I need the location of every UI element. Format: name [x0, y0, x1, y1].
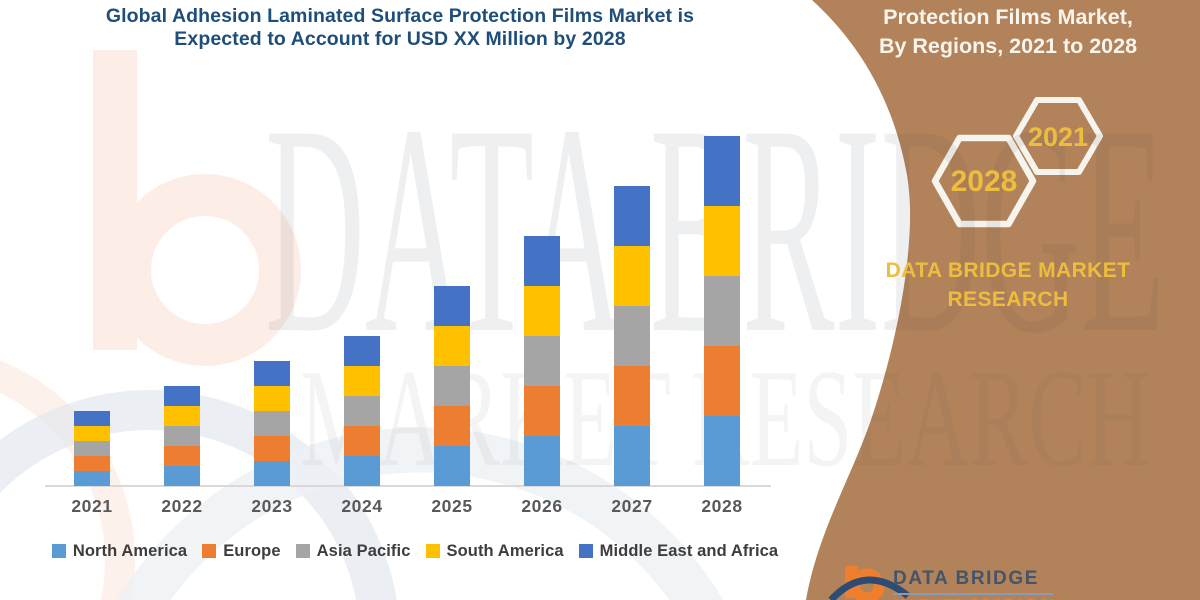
bar-2024-segment-south-america: [344, 366, 380, 396]
bar-2025-segment-south-america: [434, 326, 470, 366]
legend-swatch-icon: [51, 544, 66, 558]
bar-2026-segment-asia-pacific: [524, 336, 560, 386]
legend-label: Asia Pacific: [316, 541, 411, 560]
bar-2022: [164, 386, 200, 486]
bar-2027-segment-south-america: [614, 246, 650, 306]
legend-label: Middle East and Africa: [599, 541, 779, 560]
footer-brand-subname: MARKET RESEARCH: [894, 596, 1064, 600]
bar-2021: [74, 411, 110, 486]
bar-2022-segment-asia-pacific: [164, 426, 200, 446]
bar-2028-segment-south-america: [704, 206, 740, 276]
side-panel-heading-line2: By Regions, 2021 to 2028: [878, 33, 1138, 58]
legend-item-south-america: South America: [425, 541, 564, 561]
page-title-line1: Global Adhesion Laminated Surface Protec…: [105, 5, 695, 27]
bar-2027-segment-asia-pacific: [614, 306, 650, 366]
hexagon-2028-label: 2028: [950, 165, 1018, 198]
bar-2022-segment-north-america: [164, 466, 200, 486]
bar-2028-segment-asia-pacific: [704, 276, 740, 346]
bar-2025-segment-north-america: [434, 446, 470, 486]
bar-2024: [344, 336, 380, 486]
bar-2021-segment-middle-east-and-africa: [74, 411, 110, 426]
side-panel-heading-line1: Protection Films Market,: [883, 5, 1133, 29]
brand-text-line1: DATA BRIDGE MARKET: [885, 259, 1131, 282]
bar-2023-segment-north-america: [254, 461, 290, 486]
bar-2027-segment-middle-east-and-africa: [614, 186, 650, 246]
bar-2026-segment-north-america: [524, 436, 560, 486]
footer-brand-name: DATA BRIDGE: [893, 568, 1053, 595]
bar-2028-segment-north-america: [704, 416, 740, 486]
legend-item-middle-east-and-africa: Middle East and Africa: [578, 541, 779, 561]
bar-2026-segment-middle-east-and-africa: [524, 236, 560, 286]
bar-2022-segment-europe: [164, 446, 200, 466]
bar-2024-segment-north-america: [344, 456, 380, 486]
bar-2022-segment-middle-east-and-africa: [164, 386, 200, 406]
bar-2025-segment-middle-east-and-africa: [434, 286, 470, 326]
watermark-b-logo-bowl-icon: [109, 174, 301, 366]
legend-swatch-icon: [295, 544, 310, 558]
brand-text-line2: RESEARCH: [947, 288, 1069, 311]
bar-2026-segment-europe: [524, 386, 560, 436]
page-title: Global Adhesion Laminated Surface Protec…: [38, 5, 762, 51]
bar-2027-segment-north-america: [614, 426, 650, 486]
bar-2023-segment-europe: [254, 436, 290, 461]
decor-arc-gray-icon: [0, 390, 397, 600]
side-panel-shape: [806, 0, 1200, 600]
bar-2025-segment-asia-pacific: [434, 366, 470, 406]
legend-item-north-america: North America: [51, 541, 188, 561]
bar-2025: [434, 286, 470, 486]
legend-swatch-icon: [578, 544, 593, 558]
decor-arc-salmon-icon: [0, 360, 135, 600]
bar-2024-segment-europe: [344, 426, 380, 456]
bar-2026: [524, 236, 560, 486]
bar-2024-segment-asia-pacific: [344, 396, 380, 426]
x-axis-label-2026: 2026: [521, 496, 563, 516]
brand-text: DATA BRIDGE MARKET RESEARCH: [843, 256, 1173, 314]
page-title-line2: Expected to Account for USD XX Million b…: [174, 28, 626, 50]
legend-swatch-icon: [202, 544, 217, 558]
bar-2024-segment-middle-east-and-africa: [344, 336, 380, 366]
bar-2025-segment-europe: [434, 406, 470, 446]
bar-2028-segment-europe: [704, 346, 740, 416]
hexagon-2028-icon: [931, 134, 1037, 228]
legend-label: Europe: [223, 541, 281, 560]
bar-2021-segment-south-america: [74, 426, 110, 441]
bar-2021-segment-north-america: [74, 471, 110, 486]
bar-2026-segment-south-america: [524, 286, 560, 336]
x-axis-label-2028: 2028: [701, 496, 743, 516]
x-axis-label-2021: 2021: [71, 496, 113, 516]
x-axis-line: [45, 485, 771, 487]
legend-swatch-icon: [425, 544, 440, 558]
x-axis-label-2024: 2024: [341, 496, 383, 516]
hexagon-2021-icon: [1013, 97, 1103, 175]
side-panel-heading: Protection Films Market, By Regions, 202…: [843, 3, 1173, 60]
legend-label: North America: [72, 541, 188, 560]
footer-logo-bridge-swoosh-icon: [828, 576, 911, 600]
bar-2028: [704, 136, 740, 486]
x-axis-label-2027: 2027: [611, 496, 653, 516]
chart-legend: North America Europe Asia Pacific South Ame…: [15, 540, 815, 562]
legend-item-europe: Europe: [202, 541, 281, 561]
x-axis-label-2022: 2022: [161, 496, 203, 516]
x-axis-label-2023: 2023: [251, 496, 293, 516]
bar-2023: [254, 361, 290, 486]
bar-2027-segment-europe: [614, 366, 650, 426]
decor-arc-gray2-icon: [117, 427, 723, 600]
bar-2027: [614, 186, 650, 486]
bar-2021-segment-europe: [74, 456, 110, 471]
bar-2022-segment-south-america: [164, 406, 200, 426]
bar-2028-segment-middle-east-and-africa: [704, 136, 740, 206]
bar-2023-segment-south-america: [254, 386, 290, 411]
legend-label: South America: [446, 541, 564, 560]
bar-2023-segment-asia-pacific: [254, 411, 290, 436]
bar-2023-segment-middle-east-and-africa: [254, 361, 290, 386]
stacked-bar-chart: North America Europe Asia Pacific South Ame…: [15, 136, 815, 562]
x-axis-label-2025: 2025: [431, 496, 473, 516]
legend-item-asia-pacific: Asia Pacific: [295, 541, 411, 561]
bar-2021-segment-asia-pacific: [74, 441, 110, 456]
hexagon-2021-label: 2021: [1027, 122, 1089, 152]
